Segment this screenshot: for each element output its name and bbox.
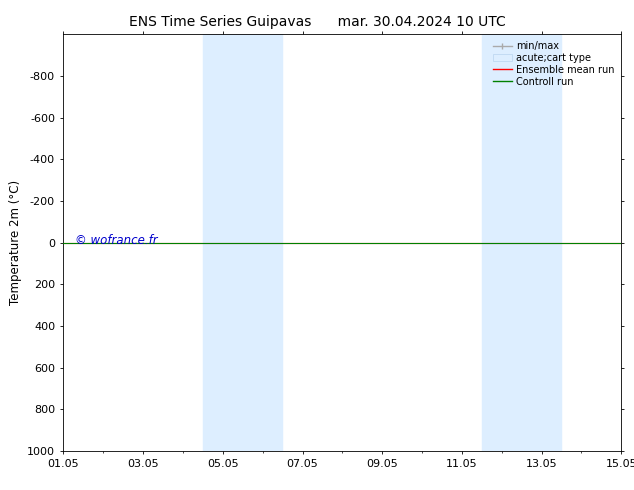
Text: © wofrance.fr: © wofrance.fr [75,234,157,247]
Bar [482,34,522,451]
Text: ENS Time Series Guipavas      mar. 30.04.2024 10 UTC: ENS Time Series Guipavas mar. 30.04.2024… [129,15,505,29]
Legend: min/max, acute;cart type, Ensemble mean run, Controll run: min/max, acute;cart type, Ensemble mean … [491,39,616,89]
Bar [243,34,283,451]
Bar [203,34,243,451]
Y-axis label: Temperature 2m (°C): Temperature 2m (°C) [8,180,22,305]
Bar [522,34,562,451]
